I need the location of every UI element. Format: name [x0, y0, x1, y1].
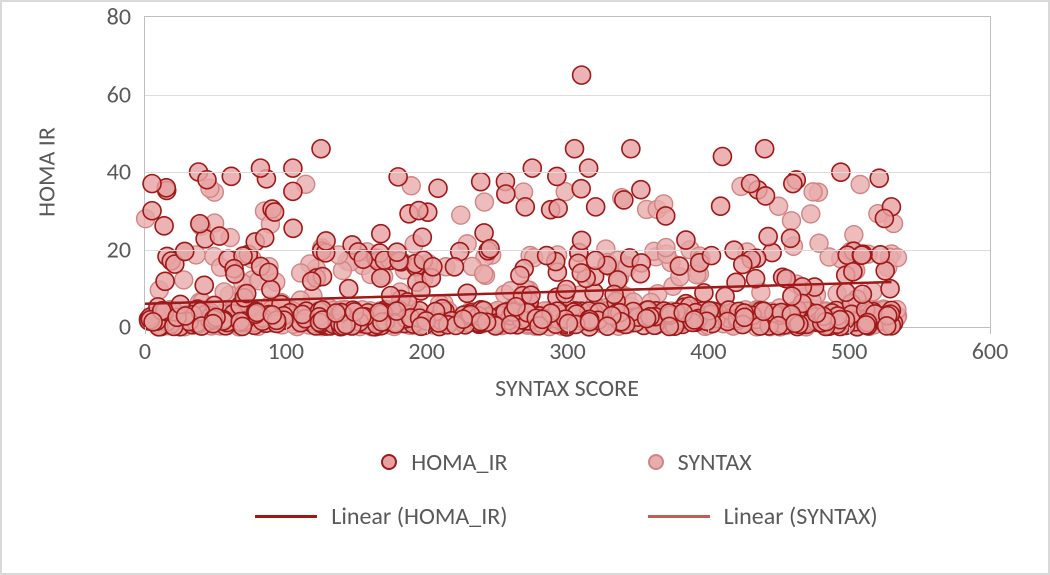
legend-label: Linear (SYNTAX): [724, 502, 878, 531]
legend-item-syntax: SYNTAX: [648, 448, 752, 477]
ytick-label: 40: [107, 158, 131, 187]
legend-marker-syntax: [648, 454, 664, 470]
plot-area: 0204060800100200300400500600: [144, 16, 991, 328]
legend-line-syntax: [648, 515, 710, 518]
xtick: [427, 327, 428, 334]
gridline: [145, 95, 990, 96]
ytick-label: 60: [107, 80, 131, 109]
xtick-label: 300: [549, 337, 586, 366]
xtick: [849, 327, 850, 334]
gridline: [145, 172, 990, 173]
legend: HOMA_IR SYNTAX Linear (HOMA_IR) Linear (…: [144, 422, 989, 557]
legend-row-series: HOMA_IR SYNTAX: [381, 448, 751, 477]
xtick: [145, 327, 146, 334]
legend-label: HOMA_IR: [411, 448, 507, 477]
x-axis-label: SYNTAX SCORE: [495, 374, 639, 403]
xtick-label: 600: [972, 337, 1009, 366]
chart-frame: HOMA IR SYNTAX SCORE 0204060800100200300…: [0, 0, 1050, 575]
legend-item-linear-syntax: Linear (SYNTAX): [648, 502, 878, 531]
legend-item-homa-ir: HOMA_IR: [381, 448, 507, 477]
ytick-label: 80: [107, 3, 131, 32]
xtick-label: 200: [408, 337, 445, 366]
legend-marker-homa-ir: [381, 454, 397, 470]
xtick-label: 100: [268, 337, 305, 366]
xtick: [568, 327, 569, 334]
ytick-label: 20: [107, 235, 131, 264]
legend-label: Linear (HOMA_IR): [331, 502, 507, 531]
xtick-label: 400: [690, 337, 727, 366]
y-axis-label: HOMA IR: [33, 127, 62, 217]
xtick: [708, 327, 709, 334]
xtick-label: 500: [831, 337, 868, 366]
xtick: [286, 327, 287, 334]
legend-line-homa-ir: [255, 515, 317, 518]
legend-item-linear-homa-ir: Linear (HOMA_IR): [255, 502, 507, 531]
legend-label: SYNTAX: [678, 448, 752, 477]
xtick: [990, 327, 991, 334]
legend-row-trendlines: Linear (HOMA_IR) Linear (SYNTAX): [255, 502, 877, 531]
gridline: [145, 250, 990, 251]
xtick-label: 0: [139, 337, 151, 366]
ytick-label: 0: [119, 313, 131, 342]
